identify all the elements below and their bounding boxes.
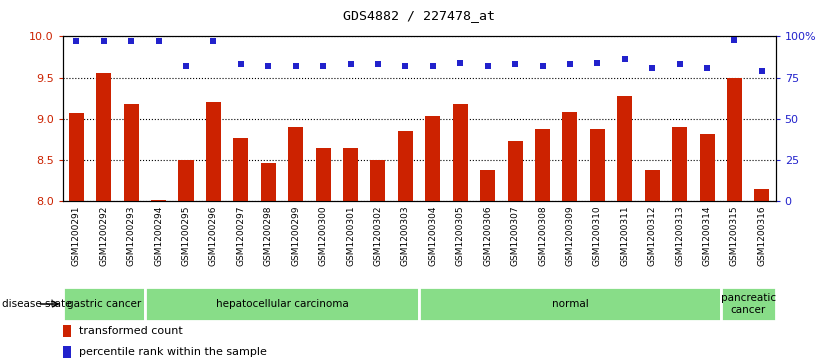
Text: GSM1200316: GSM1200316: [757, 206, 766, 266]
Point: [563, 61, 576, 67]
Bar: [535, 129, 550, 201]
Bar: [508, 141, 523, 201]
Text: hepatocellular carcinoma: hepatocellular carcinoma: [215, 299, 349, 309]
Point: [426, 63, 440, 69]
Bar: [68, 113, 83, 201]
Point: [481, 63, 495, 69]
Bar: [617, 96, 632, 201]
Text: GSM1200309: GSM1200309: [565, 206, 575, 266]
Text: GSM1200307: GSM1200307: [510, 206, 520, 266]
Point: [344, 61, 357, 67]
Bar: [480, 170, 495, 201]
Text: GSM1200314: GSM1200314: [702, 206, 711, 266]
Text: GSM1200292: GSM1200292: [99, 206, 108, 266]
Point: [316, 63, 329, 69]
Text: GSM1200291: GSM1200291: [72, 206, 81, 266]
Point: [179, 63, 193, 69]
Bar: [562, 112, 577, 201]
Bar: [721, 287, 776, 321]
Bar: [370, 160, 385, 201]
Text: GSM1200311: GSM1200311: [620, 206, 630, 266]
Text: normal: normal: [551, 299, 588, 309]
Text: gastric cancer: gastric cancer: [67, 299, 141, 309]
Text: pancreatic
cancer: pancreatic cancer: [721, 293, 776, 315]
Point: [399, 63, 412, 69]
Text: GSM1200315: GSM1200315: [730, 206, 739, 266]
Point: [289, 63, 303, 69]
Point: [69, 38, 83, 44]
Point: [618, 57, 631, 62]
Point: [756, 68, 769, 74]
Text: GSM1200298: GSM1200298: [264, 206, 273, 266]
Point: [207, 38, 220, 44]
Text: GSM1200299: GSM1200299: [291, 206, 300, 266]
Text: GSM1200295: GSM1200295: [182, 206, 190, 266]
Bar: [315, 148, 330, 201]
Bar: [645, 170, 660, 201]
Text: GSM1200303: GSM1200303: [401, 206, 409, 266]
Bar: [63, 287, 145, 321]
Point: [535, 63, 549, 69]
Point: [262, 63, 275, 69]
Bar: [145, 287, 420, 321]
Bar: [63, 346, 72, 358]
Bar: [63, 325, 72, 337]
Text: GDS4882 / 227478_at: GDS4882 / 227478_at: [343, 9, 495, 22]
Bar: [420, 287, 721, 321]
Text: percentile rank within the sample: percentile rank within the sample: [78, 347, 267, 357]
Point: [152, 38, 165, 44]
Text: GSM1200294: GSM1200294: [154, 206, 163, 266]
Text: GSM1200300: GSM1200300: [319, 206, 328, 266]
Bar: [151, 200, 166, 201]
Bar: [206, 102, 221, 201]
Text: GSM1200296: GSM1200296: [208, 206, 218, 266]
Bar: [123, 104, 138, 201]
Bar: [343, 148, 358, 201]
Text: GSM1200313: GSM1200313: [676, 206, 684, 266]
Bar: [96, 73, 111, 201]
Point: [97, 38, 110, 44]
Bar: [425, 115, 440, 201]
Text: GSM1200304: GSM1200304: [429, 206, 437, 266]
Bar: [288, 127, 304, 201]
Point: [728, 37, 741, 42]
Text: GSM1200297: GSM1200297: [236, 206, 245, 266]
Bar: [755, 189, 770, 201]
Bar: [590, 129, 605, 201]
Text: GSM1200305: GSM1200305: [455, 206, 465, 266]
Bar: [727, 78, 742, 201]
Bar: [234, 138, 249, 201]
Bar: [178, 160, 193, 201]
Point: [454, 60, 467, 66]
Point: [701, 65, 714, 70]
Text: GSM1200301: GSM1200301: [346, 206, 355, 266]
Point: [646, 65, 659, 70]
Bar: [700, 134, 715, 201]
Text: GSM1200308: GSM1200308: [538, 206, 547, 266]
Text: GSM1200312: GSM1200312: [648, 206, 656, 266]
Bar: [672, 127, 687, 201]
Point: [590, 60, 604, 66]
Bar: [453, 104, 468, 201]
Point: [234, 61, 248, 67]
Point: [124, 38, 138, 44]
Bar: [398, 131, 413, 201]
Text: GSM1200310: GSM1200310: [593, 206, 602, 266]
Text: GSM1200293: GSM1200293: [127, 206, 136, 266]
Point: [509, 61, 522, 67]
Text: transformed count: transformed count: [78, 326, 183, 336]
Bar: [261, 163, 276, 201]
Text: GSM1200302: GSM1200302: [374, 206, 383, 266]
Text: disease state: disease state: [2, 299, 71, 309]
Point: [371, 61, 384, 67]
Point: [673, 61, 686, 67]
Text: GSM1200306: GSM1200306: [483, 206, 492, 266]
